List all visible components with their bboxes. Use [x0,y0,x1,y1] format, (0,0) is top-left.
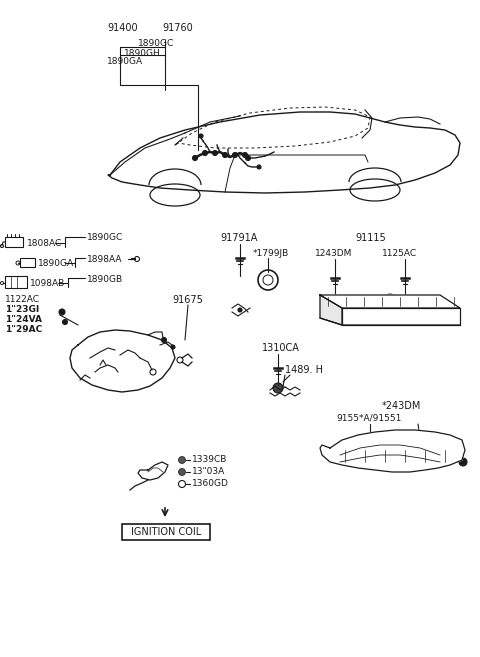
Circle shape [192,156,197,160]
Text: 91760: 91760 [162,23,193,33]
Text: 1890GA: 1890GA [107,58,143,66]
Text: 1310CA: 1310CA [262,343,300,353]
Text: 1243DM: 1243DM [315,248,352,258]
Text: 1890GB: 1890GB [87,275,123,284]
Circle shape [203,150,207,156]
Circle shape [171,345,175,349]
Text: 1890GC: 1890GC [138,39,174,49]
Text: 1890GH: 1890GH [124,49,161,58]
Circle shape [223,152,228,158]
Text: 91400: 91400 [107,23,138,33]
Polygon shape [320,430,465,472]
Circle shape [213,150,217,156]
Text: 1339CB: 1339CB [192,455,228,464]
Circle shape [232,152,238,158]
Text: 1898AA: 1898AA [87,254,122,263]
Circle shape [258,270,278,290]
Circle shape [179,468,185,476]
Circle shape [245,156,251,160]
Text: 91675: 91675 [172,295,203,305]
Circle shape [0,244,3,248]
Text: 1"29AC: 1"29AC [5,325,42,334]
Text: 1098AB: 1098AB [30,279,65,288]
Circle shape [134,256,140,261]
Circle shape [384,294,396,306]
Circle shape [16,261,20,265]
Text: *243DM: *243DM [382,401,421,411]
Text: 1"24VA: 1"24VA [5,315,42,325]
Circle shape [0,281,3,284]
Circle shape [273,383,283,393]
Polygon shape [138,462,168,480]
Text: 91791A: 91791A [220,233,257,243]
Text: 1"23GI: 1"23GI [5,306,39,315]
Bar [20,258,35,267]
Circle shape [242,152,248,158]
Circle shape [62,319,68,325]
Text: *1799JB: *1799JB [253,248,289,258]
Text: 9155*A/91551: 9155*A/91551 [336,413,401,422]
Text: 1122AC: 1122AC [5,296,40,304]
Text: 1890GA: 1890GA [38,258,74,267]
Circle shape [238,308,242,312]
Circle shape [179,457,185,463]
Text: IGNITION COIL: IGNITION COIL [131,527,201,537]
Circle shape [263,275,273,285]
Circle shape [177,357,183,363]
Bar [5,237,23,247]
Ellipse shape [350,179,400,201]
Circle shape [179,480,185,487]
Circle shape [257,165,261,169]
Circle shape [59,309,65,315]
Bar [122,524,210,540]
Polygon shape [320,295,460,308]
Text: 1125AC: 1125AC [382,248,417,258]
Ellipse shape [150,184,200,206]
Text: 1890GC: 1890GC [87,233,123,242]
Text: 1808AC: 1808AC [27,238,62,248]
Text: 1489. H: 1489. H [285,365,323,375]
Circle shape [199,134,203,138]
Circle shape [161,338,167,342]
Text: 1360GD: 1360GD [192,480,229,489]
Text: 91115: 91115 [355,233,386,243]
Circle shape [459,458,467,466]
Polygon shape [320,295,342,325]
Text: 13"03A: 13"03A [192,468,225,476]
Polygon shape [342,308,460,325]
Circle shape [150,369,156,375]
Bar [5,276,27,288]
